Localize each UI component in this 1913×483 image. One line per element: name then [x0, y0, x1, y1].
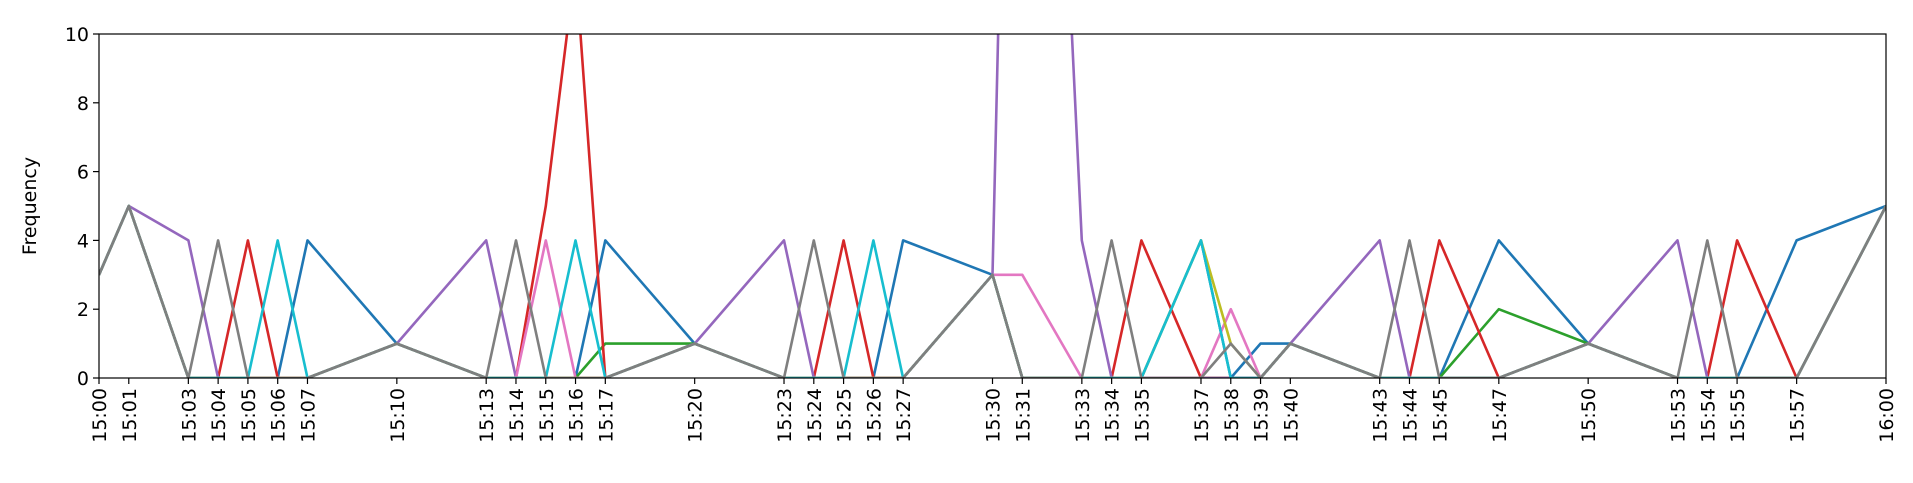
x-tick-label: 15:14 — [506, 388, 528, 443]
x-tick-label: 15:45 — [1429, 388, 1451, 443]
x-tick-label: 15:24 — [804, 388, 826, 443]
x-tick-label: 15:17 — [595, 388, 617, 443]
x-tick-label: 15:34 — [1102, 388, 1124, 443]
x-tick-label: 15:33 — [1072, 388, 1094, 443]
x-tick-label: 15:01 — [119, 388, 141, 443]
x-tick-label: 15:15 — [536, 388, 558, 443]
x-tick-label: 15:16 — [566, 388, 588, 443]
series-line — [99, 34, 1886, 378]
x-tick-label: 15:44 — [1399, 388, 1421, 443]
x-tick-label: 15:50 — [1578, 388, 1600, 443]
x-tick-label: 15:43 — [1370, 388, 1392, 443]
x-tick-label: 15:23 — [774, 388, 796, 443]
x-tick-label: 15:38 — [1221, 388, 1243, 443]
y-tick-label: 4 — [77, 230, 89, 252]
y-tick-label: 10 — [65, 24, 89, 46]
series-line — [99, 34, 1886, 378]
y-tick-label: 6 — [77, 162, 89, 184]
y-tick-label: 2 — [77, 299, 89, 321]
x-tick-label: 15:27 — [893, 388, 915, 443]
x-tick-label: 15:54 — [1697, 388, 1719, 443]
x-tick-label: 15:13 — [476, 388, 498, 443]
x-tick-label: 15:30 — [983, 388, 1005, 443]
series-line — [99, 204, 1886, 378]
y-axis-label: Frequency — [19, 157, 41, 255]
x-tick-label: 15:06 — [268, 388, 290, 443]
x-tick-label: 15:20 — [685, 388, 707, 443]
plot-frame — [98, 33, 1887, 379]
x-tick-label: 15:31 — [1012, 388, 1034, 443]
x-tick-label: 15:37 — [1191, 388, 1213, 443]
x-tick-label: 15:04 — [208, 388, 230, 443]
series-line — [99, 204, 1886, 378]
x-tick-label: 15:05 — [238, 388, 260, 443]
x-tick-label: 15:53 — [1668, 388, 1690, 443]
x-tick-label: 15:10 — [387, 388, 409, 443]
x-tick-label: 15:55 — [1727, 388, 1749, 443]
y-tick-label: 0 — [77, 368, 89, 390]
x-tick-label: 15:07 — [297, 388, 319, 443]
x-tick-label: 15:00 — [89, 388, 111, 443]
x-tick-label: 15:26 — [863, 388, 885, 443]
x-tick-label: 15:25 — [834, 388, 856, 443]
x-tick-label: 15:40 — [1280, 388, 1302, 443]
y-tick-label: 8 — [77, 93, 89, 115]
x-tick-label: 15:57 — [1787, 388, 1809, 443]
x-tick-label: 15:47 — [1489, 388, 1511, 443]
plot-lines — [99, 34, 1886, 378]
x-tick-label: 15:39 — [1251, 388, 1273, 443]
x-tick-label: 15:03 — [178, 388, 200, 443]
x-tick-label: 15:35 — [1131, 388, 1153, 443]
x-tick-label: 16:00 — [1876, 388, 1898, 443]
